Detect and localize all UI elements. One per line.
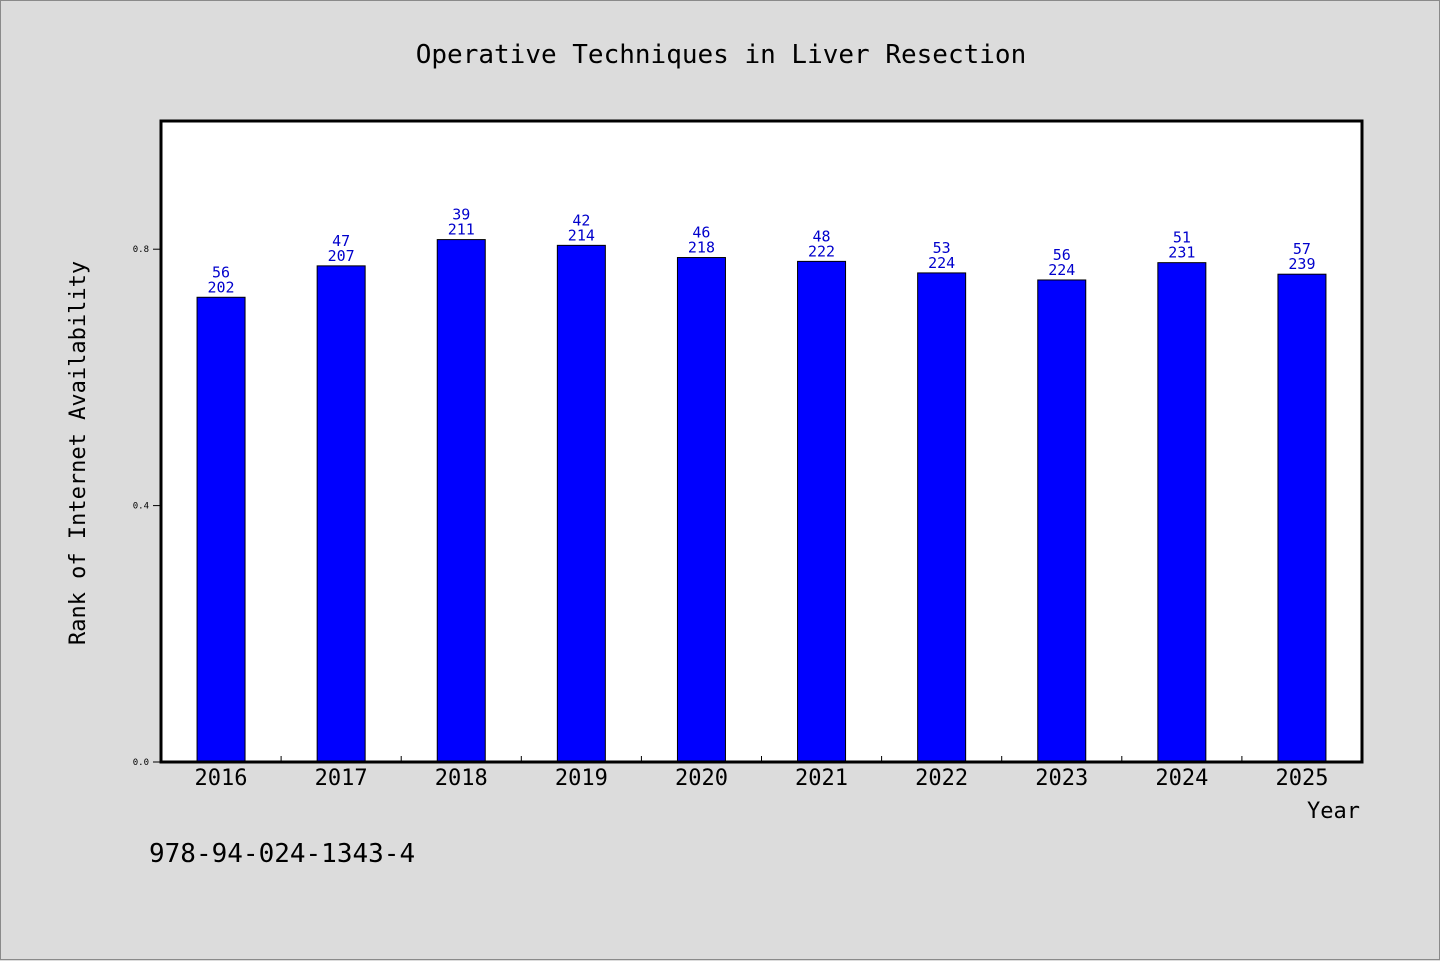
x-axis-label: Year	[1307, 799, 1360, 824]
bar-label-bottom-2019: 214	[568, 226, 595, 244]
plot-frame	[159, 119, 1364, 764]
bar-label-bottom-2021: 222	[808, 242, 835, 260]
bar-label-top-2023: 56	[1053, 246, 1071, 264]
y-axis: 0.0 0.4 0.8	[133, 245, 161, 768]
isbn-text: 978-94-024-1343-4	[149, 839, 415, 869]
x-tick-label-2025: 2025	[1275, 766, 1328, 791]
x-tick-label-2020: 2020	[675, 766, 728, 791]
bar-2025	[1277, 273, 1327, 763]
bar-label-bottom-2024: 231	[1168, 244, 1195, 262]
y-tick-label-0.4: 0.4	[133, 502, 149, 512]
bar-2021	[797, 260, 847, 763]
x-tick-label-2022: 2022	[915, 766, 968, 791]
bar-2023	[1037, 279, 1087, 763]
chart-title: Operative Techniques in Liver Resection	[416, 40, 1026, 70]
bar-label-top-2025: 57	[1293, 240, 1311, 258]
bar-label-bottom-2023: 224	[1048, 261, 1075, 279]
x-tick-label-2023: 2023	[1035, 766, 1088, 791]
bar-label-top-2022: 53	[933, 239, 951, 257]
bar-label-bottom-2018: 211	[448, 221, 475, 239]
bars-layer	[196, 239, 1327, 763]
bar-2019	[556, 244, 606, 763]
y-tick-label-0.0: 0.0	[133, 758, 149, 768]
bar-2022	[917, 272, 967, 763]
bar-label-top-2018: 39	[452, 206, 470, 224]
bar-label-top-2024: 51	[1173, 229, 1191, 247]
bar-label-bottom-2022: 224	[928, 254, 955, 272]
bar-label-top-2017: 47	[332, 232, 350, 250]
bar-2020	[676, 257, 726, 763]
bar-label-bottom-2025: 239	[1288, 255, 1315, 273]
y-tick-label-0.8: 0.8	[133, 245, 149, 255]
y-axis-label: Rank of Internet Availability	[66, 261, 91, 645]
bar-label-top-2016: 56	[212, 263, 230, 281]
bar-2016	[196, 296, 246, 763]
x-tick-label-2024: 2024	[1155, 766, 1208, 791]
x-tick-label-2019: 2019	[555, 766, 608, 791]
bar-label-bottom-2020: 218	[688, 239, 715, 257]
bar-label-bottom-2016: 202	[208, 278, 235, 296]
x-tick-label-2017: 2017	[315, 766, 368, 791]
x-tick-label-2016: 2016	[195, 766, 248, 791]
bar-2017	[316, 265, 366, 763]
bar-label-top-2020: 46	[692, 224, 710, 242]
x-tick-label-2018: 2018	[435, 766, 488, 791]
bar-label-top-2019: 42	[572, 211, 590, 229]
bar-label-top-2021: 48	[813, 227, 831, 245]
bar-2024	[1157, 262, 1207, 763]
bar-label-bottom-2017: 207	[328, 247, 355, 265]
bar-2018	[436, 239, 486, 763]
x-tick-label-2021: 2021	[795, 766, 848, 791]
x-axis: 2016 2017 2018 2019 2020 2021 2022 2023 2024 2025	[195, 756, 1328, 791]
